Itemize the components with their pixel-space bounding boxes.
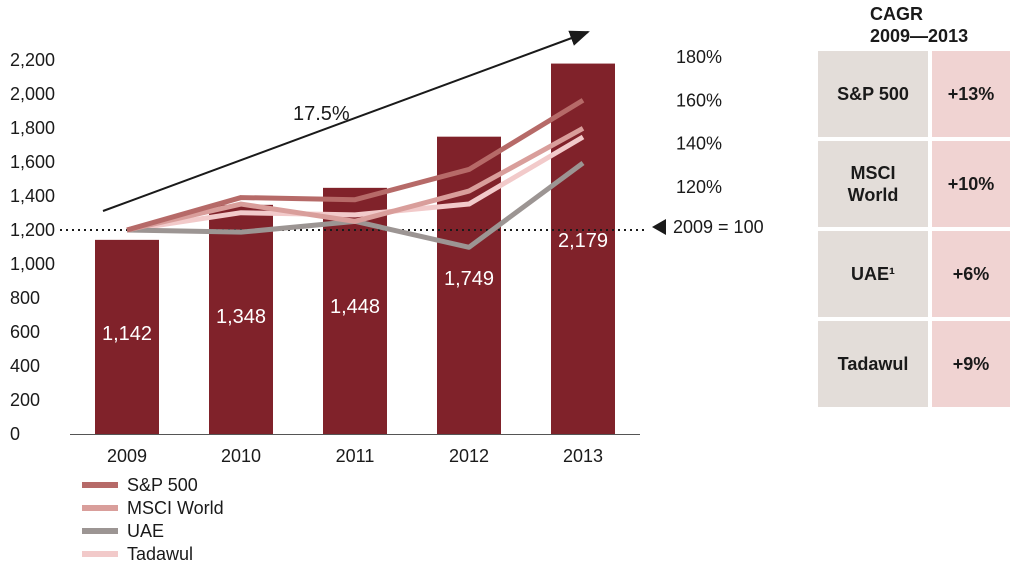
y-tick-label: 400 <box>10 356 40 376</box>
cagr-name: Tadawul <box>818 321 928 407</box>
y-tick-label: 800 <box>10 288 40 308</box>
x-tick-label: 2010 <box>221 446 261 466</box>
y-tick-label: 600 <box>10 322 40 342</box>
bar-value-label: 2,179 <box>558 230 608 252</box>
y-tick-label: 200 <box>10 390 40 410</box>
baseline-label: 2009 = 100 <box>673 217 764 237</box>
y2-tick-label: 180% <box>676 47 722 67</box>
y-tick-label: 1,800 <box>10 118 55 138</box>
bar-value-label: 1,348 <box>216 306 266 328</box>
cagr-row-msci-world: MSCI World +10% <box>818 141 1010 227</box>
bar <box>209 204 273 434</box>
cagr-table: CAGR 2009—2013 S&P 500 +13% MSCI World +… <box>818 0 1010 407</box>
cagr-value: +9% <box>932 321 1010 407</box>
legend-swatch <box>82 505 118 511</box>
y2-tick-label: 120% <box>676 177 722 197</box>
x-tick-label: 2012 <box>449 446 489 466</box>
cagr-row-tadawul: Tadawul +9% <box>818 321 1010 407</box>
bar <box>437 136 501 435</box>
x-tick-label: 2011 <box>336 446 375 466</box>
bar <box>551 63 615 434</box>
cagr-value: +13% <box>932 51 1010 137</box>
bar-value-label: 1,448 <box>330 296 380 318</box>
y-tick-label: 1,200 <box>10 220 55 240</box>
legend-label: S&P 500 <box>127 475 198 495</box>
x-tick-label: 2013 <box>563 446 603 466</box>
y-tick-label: 0 <box>10 424 20 444</box>
y2-tick-label: 140% <box>676 134 722 154</box>
trend-arrow <box>102 30 590 212</box>
bar <box>323 187 387 434</box>
cagr-title-line1: CAGR <box>870 4 923 24</box>
y-tick-label: 2,000 <box>10 84 55 104</box>
chart: 0 200 400 600 800 1,000 1,200 1,400 1,600 1,800 2,… <box>10 30 764 564</box>
bar-value-label: 1,749 <box>444 268 494 290</box>
y-tick-label: 2,200 <box>10 50 55 70</box>
legend-label: UAE <box>127 521 164 541</box>
trend-label: 17.5% <box>293 103 350 125</box>
legend-swatch <box>82 551 118 557</box>
cagr-name: MSCI World <box>818 141 928 227</box>
legend-label: Tadawul <box>127 544 193 564</box>
y-tick-label: 1,000 <box>10 254 55 274</box>
legend-swatch <box>82 482 118 488</box>
x-tick-label: 2009 <box>107 446 147 466</box>
cagr-row-sp500: S&P 500 +13% <box>818 51 1010 137</box>
series-line <box>126 126 585 233</box>
bar <box>95 239 159 434</box>
bar-value-label: 1,142 <box>102 323 152 345</box>
cagr-title-line2: 2009—2013 <box>870 26 969 46</box>
cagr-name: UAE¹ <box>818 231 928 317</box>
baseline-marker-icon <box>652 219 666 235</box>
y-tick-label: 1,400 <box>10 186 55 206</box>
legend-swatch <box>82 528 118 534</box>
y-tick-label: 1,600 <box>10 152 55 172</box>
cagr-row-uae: UAE¹ +6% <box>818 231 1010 317</box>
cagr-name: S&P 500 <box>818 51 928 137</box>
cagr-value: +6% <box>932 231 1010 317</box>
cagr-title: CAGR 2009—2013 <box>818 0 1010 51</box>
series-line <box>126 98 585 233</box>
legend-label: MSCI World <box>127 498 224 518</box>
y2-tick-label: 160% <box>676 90 722 110</box>
series-line <box>126 134 585 233</box>
cagr-value: +10% <box>932 141 1010 227</box>
